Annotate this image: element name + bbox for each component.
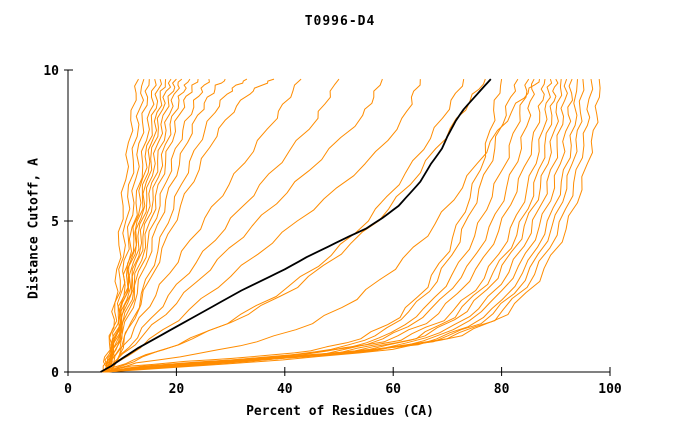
- model-curve: [108, 79, 199, 373]
- model-curve: [100, 78, 573, 373]
- model-curve: [105, 78, 191, 373]
- x-tick-label: 80: [494, 382, 510, 397]
- y-tick-label: 5: [51, 215, 59, 230]
- x-tick-label: 60: [385, 382, 401, 397]
- model-curve: [104, 78, 145, 373]
- model-curve: [100, 79, 503, 373]
- y-axis-label: Distance Cutoff, A: [26, 158, 42, 299]
- model-curve: [105, 78, 302, 373]
- model-curve: [105, 79, 150, 373]
- x-tick-label: 100: [598, 382, 622, 397]
- model-curve: [103, 79, 563, 373]
- model-curve: [105, 78, 162, 373]
- model-curve: [109, 78, 275, 373]
- reference-curve: [100, 78, 492, 373]
- x-tick-label: 20: [169, 382, 185, 397]
- model-curve: [105, 79, 210, 373]
- model-curve: [103, 79, 546, 373]
- model-curve: [100, 79, 594, 373]
- y-tick-label: 10: [43, 64, 59, 79]
- model-curve: [100, 79, 540, 373]
- model-curve: [105, 78, 535, 373]
- model-curve: [105, 78, 383, 373]
- x-axis-label: Percent of Residues (CA): [246, 404, 434, 419]
- x-tick-label: 0: [64, 382, 72, 397]
- model-curve: [108, 78, 226, 373]
- model-curve: [102, 78, 157, 372]
- model-curve: [105, 79, 601, 373]
- x-tick-label: 40: [277, 382, 293, 397]
- model-curve: [102, 78, 139, 373]
- y-tick-label: 0: [51, 366, 59, 381]
- model-curve: [105, 78, 486, 373]
- chart-title: T0996-D4: [304, 14, 376, 29]
- model-curve: [105, 79, 585, 373]
- model-curve: [108, 78, 340, 373]
- model-curve: [105, 79, 421, 373]
